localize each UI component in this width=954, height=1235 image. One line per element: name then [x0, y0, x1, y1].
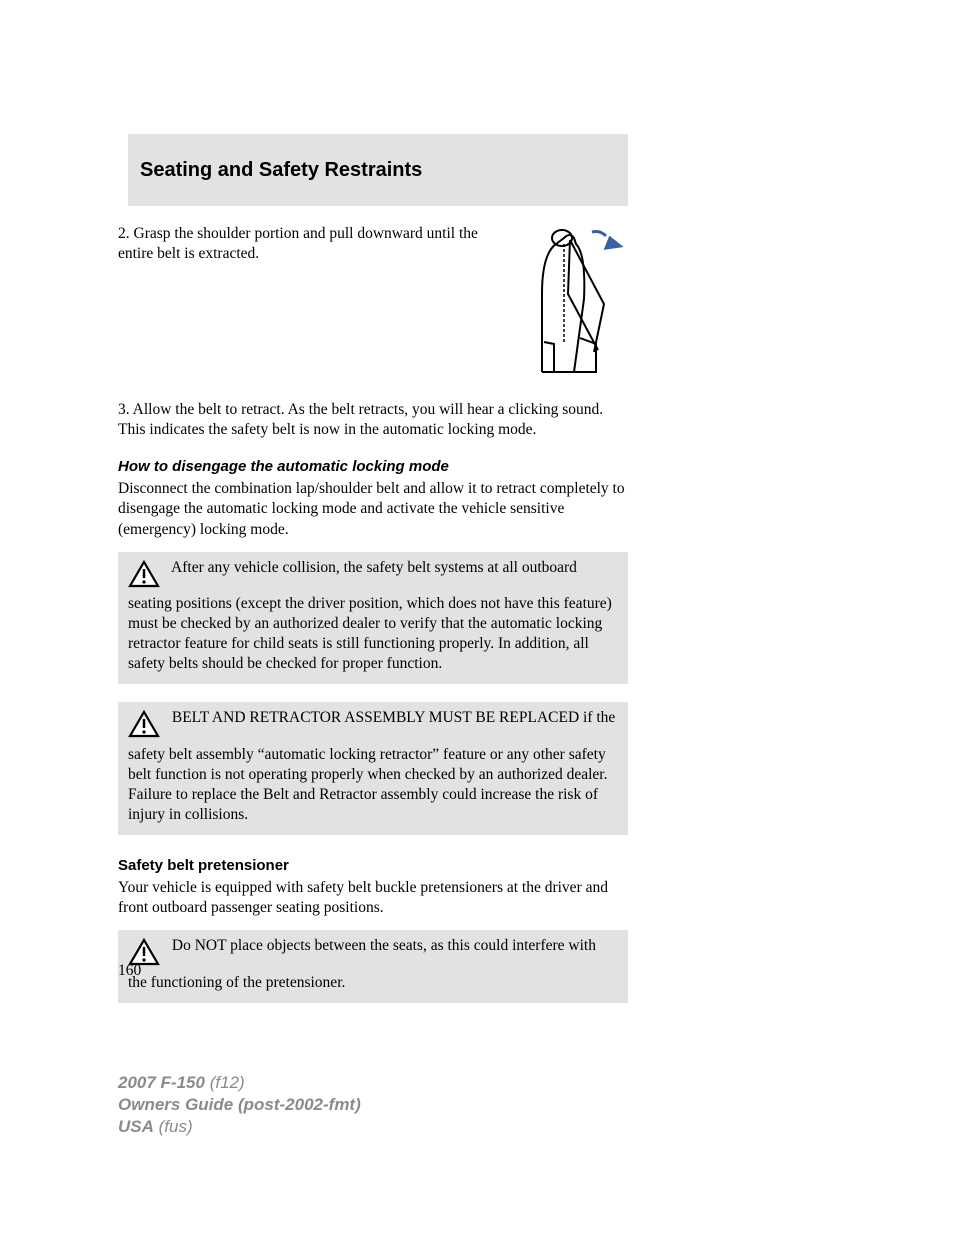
- footer: 2007 F-150 (f12) Owners Guide (post-2002…: [118, 1072, 361, 1138]
- page-number: 160: [118, 962, 141, 980]
- footer-line-1: 2007 F-150 (f12): [118, 1072, 361, 1094]
- section-title: Seating and Safety Restraints: [140, 159, 422, 182]
- footer-line-3: USA (fus): [118, 1116, 361, 1138]
- warning-triangle-icon: [128, 560, 160, 594]
- paragraph-pretensioner: Your vehicle is equipped with safety bel…: [118, 878, 628, 918]
- warning-triangle-icon: [128, 710, 160, 744]
- warning-box-2: BELT AND RETRACTOR ASSEMBLY MUST BE REPL…: [118, 702, 628, 835]
- warning-box-1: After any vehicle collision, the safety …: [118, 552, 628, 685]
- step3-text: 3. Allow the belt to retract. As the bel…: [118, 400, 628, 440]
- step2-row: 2. Grasp the shoulder portion and pull d…: [118, 224, 628, 378]
- footer-model-code: (f12): [210, 1073, 245, 1092]
- footer-model: 2007 F-150: [118, 1073, 205, 1092]
- paragraph-disengage: Disconnect the combination lap/shoulder …: [118, 479, 628, 539]
- warning-box-3: Do NOT place objects between the seats, …: [118, 930, 628, 1002]
- subheading-disengage: How to disengage the automatic locking m…: [118, 458, 628, 475]
- footer-line-2: Owners Guide (post-2002-fmt): [118, 1094, 361, 1116]
- seat-illustration-icon: [516, 224, 628, 378]
- header-band: Seating and Safety Restraints: [128, 134, 628, 206]
- warning-2-text: BELT AND RETRACTOR ASSEMBLY MUST BE REPL…: [128, 709, 615, 823]
- step2-text: 2. Grasp the shoulder portion and pull d…: [118, 224, 496, 378]
- warning-1-text: After any vehicle collision, the safety …: [128, 559, 612, 673]
- subheading-pretensioner: Safety belt pretensioner: [118, 857, 628, 874]
- body-column: 2. Grasp the shoulder portion and pull d…: [118, 224, 628, 1003]
- footer-region-code: (fus): [159, 1117, 193, 1136]
- footer-region: USA: [118, 1117, 154, 1136]
- page: Seating and Safety Restraints 2. Grasp t…: [0, 0, 954, 1235]
- warning-3-text: Do NOT place objects between the seats, …: [128, 937, 596, 990]
- footer-guide: Owners Guide (post-2002-fmt): [118, 1095, 361, 1114]
- seat-belt-illustration: [516, 224, 628, 378]
